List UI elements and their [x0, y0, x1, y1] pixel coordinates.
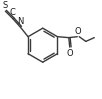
Text: O: O: [67, 49, 74, 58]
Text: N: N: [17, 17, 24, 26]
Text: C: C: [10, 8, 16, 17]
Text: S: S: [3, 1, 8, 10]
Text: O: O: [74, 27, 81, 36]
